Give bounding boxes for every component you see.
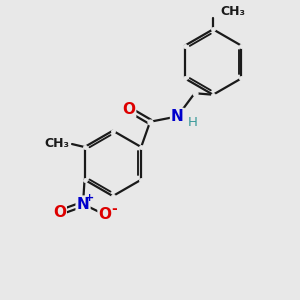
Text: O: O	[98, 207, 112, 222]
Text: O: O	[53, 205, 66, 220]
Text: CH₃: CH₃	[45, 137, 70, 150]
Text: +: +	[85, 193, 94, 202]
Text: O: O	[122, 102, 135, 117]
Text: N: N	[171, 109, 184, 124]
Text: N: N	[77, 196, 89, 211]
Text: -: -	[111, 202, 117, 216]
Text: H: H	[187, 116, 197, 130]
Text: CH₃: CH₃	[220, 5, 245, 18]
